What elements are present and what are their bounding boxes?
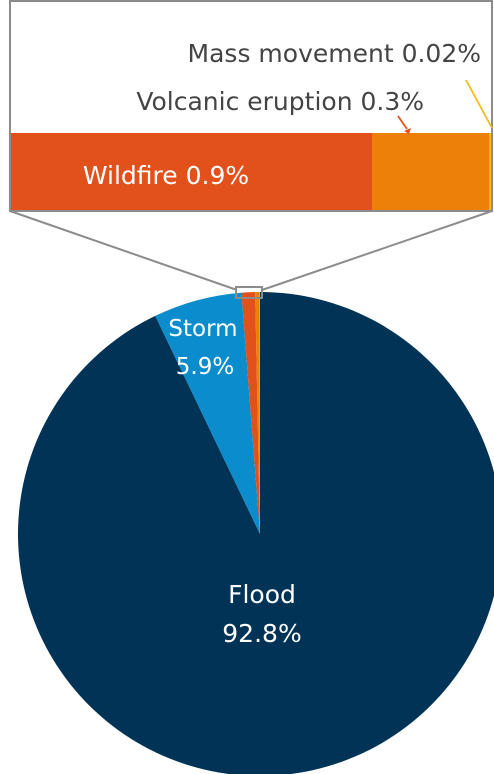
slice-label-storm-name: Storm: [168, 316, 237, 342]
leader-line-mass-movement: [465, 79, 493, 129]
pie-slices: [17, 292, 494, 774]
leader-line-volcanic: [397, 115, 408, 130]
callout-connector-left: [9, 210, 238, 291]
callout-bar-volcanic: [372, 133, 491, 210]
slice-label-flood-name: Flood: [228, 580, 296, 609]
callout-bar-wildfire: [11, 133, 372, 210]
callout-label-volcanic: Volcanic eruption 0.3%: [136, 87, 424, 116]
leader-arrow-volcanic: [404, 128, 411, 134]
pie-slice-wildfire: [241, 292, 260, 534]
zoom-source-box: [235, 286, 263, 299]
slice-label-flood-value: 92.8%: [222, 619, 301, 648]
zoom-callout: Mass movement 0.02% Volcanic eruption 0.…: [9, 0, 493, 212]
callout-label-mass-movement: Mass movement 0.02%: [188, 39, 481, 68]
callout-label-wildfire: Wildfire 0.9%: [83, 161, 249, 190]
slice-label-storm-value: 5.9%: [176, 354, 234, 380]
callout-bar-mass-movement: [489, 133, 491, 210]
callout-connector-right: [261, 210, 493, 291]
pie-slice-flood: [17, 292, 494, 774]
pie-slice-storm: [155, 292, 260, 534]
pie-slice-volcanic-eruption: [255, 292, 260, 534]
